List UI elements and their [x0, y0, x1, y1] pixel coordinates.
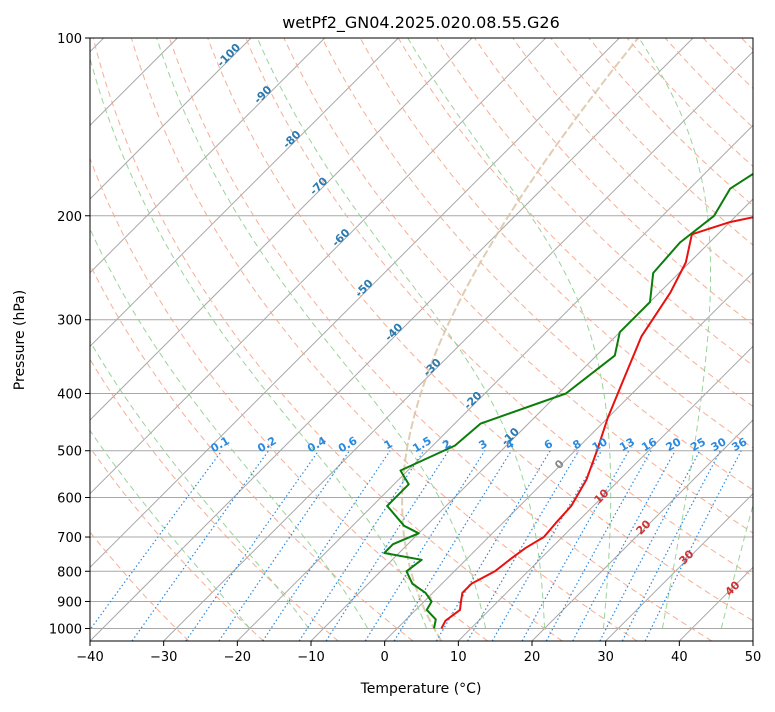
x-tick-label: 40	[671, 650, 688, 665]
x-tick-label: −20	[224, 650, 251, 665]
y-tick-label: 200	[57, 210, 82, 225]
x-tick-label: 0	[381, 650, 389, 665]
y-tick-label: 600	[57, 491, 82, 506]
x-tick-label: 10	[450, 650, 467, 665]
y-tick-label: 300	[57, 314, 82, 329]
x-tick-label: −10	[297, 650, 324, 665]
chart-title: wetPf2_GN04.2025.020.08.55.G26	[282, 13, 560, 33]
y-tick-label: 500	[57, 445, 82, 460]
x-tick-label: −30	[150, 650, 177, 665]
y-tick-label: 700	[57, 531, 82, 546]
y-axis-label: Pressure (hPa)	[12, 290, 28, 390]
y-tick-label: 100	[57, 32, 82, 47]
x-tick-label: 30	[597, 650, 614, 665]
x-axis-label: Temperature (°C)	[360, 681, 482, 697]
x-tick-label: −40	[76, 650, 103, 665]
x-tick-label: 20	[524, 650, 541, 665]
y-tick-label: 400	[57, 388, 82, 403]
x-tick-label: 50	[745, 650, 762, 665]
y-tick-label: 800	[57, 565, 82, 580]
y-tick-label: 1000	[49, 622, 82, 637]
y-tick-label: 900	[57, 595, 82, 610]
